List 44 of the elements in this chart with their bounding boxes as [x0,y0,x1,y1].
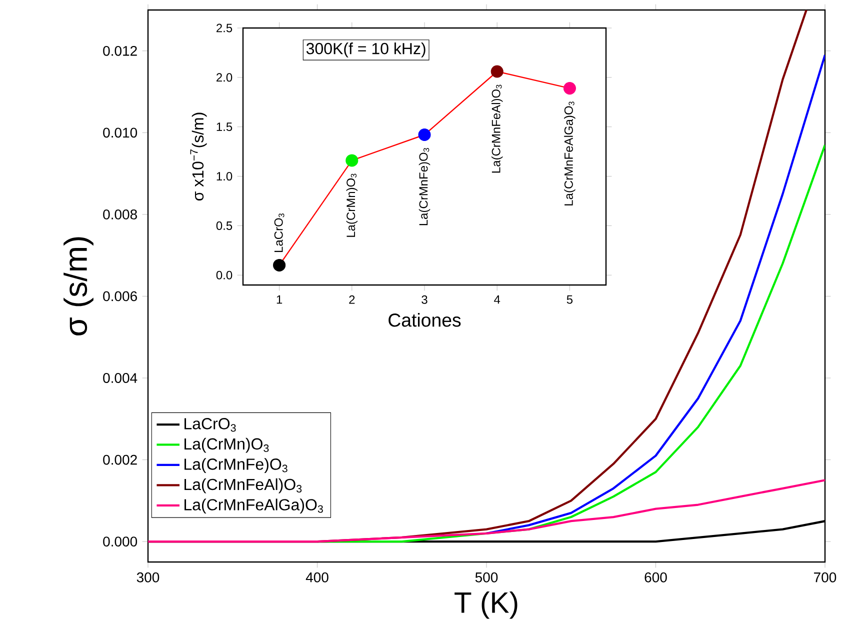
y-tick-label: 0.008 [103,209,137,220]
y-tick-label: 0.006 [103,291,137,302]
x-tick-label: 400 [306,572,328,582]
y-tick-label: 0.0 [216,270,232,280]
annotation: La(CrMnFeAlGa)O$_{3}$ [564,102,576,206]
line-series [485,54,825,534]
legend-label: La(CrMnFe)O$_{3}$ [184,458,288,474]
point [346,154,358,167]
annotation: La(CrMnFe)O$_{3}$ [418,148,430,226]
point [490,65,504,78]
x-tick-label: 1 [276,295,282,304]
x-tick-label: 700 [814,572,836,582]
x-axis-title: Cationes [388,313,461,327]
y-tick-label: 0.010 [103,128,138,138]
legend-label: La(CrMnFeAlGa)O$_{3}$ [184,498,323,514]
y-tick-label: 2.5 [216,24,232,32]
annotation: La(CrMnFeAl)O$_{3}$ [492,84,503,173]
y-tick-label: 2.0 [216,73,232,82]
x-tick-label: 3 [422,295,428,304]
legend-label: La(CrMnFeAl)O$_{3}$ [184,478,302,494]
y-tick-label: 0.000 [103,536,138,547]
x-tick-label: 4 [494,295,500,304]
x-tick-label: 5 [566,295,573,304]
x-tick-label: 600 [644,572,667,582]
annotation: LaCrO$_{3}$ [274,214,284,252]
point [418,128,431,142]
point [273,258,286,272]
x-axis-title: T (K) [454,591,518,619]
x-tick-label: 500 [475,572,498,582]
y-tick-label: 1.5 [216,122,232,132]
x-tick-label: 2 [349,295,355,304]
x-tick-label: 300 [136,572,160,582]
point [563,82,576,95]
y-tick-label: 0.5 [216,221,232,230]
y-tick-label: 0.012 [103,46,137,56]
y-axis-title: σ (s/m) [64,237,94,336]
y-axis-title: σ x10$^{−7}$(s/m) [190,112,207,201]
legend-label: La(CrMn)O$_{3}$ [184,438,269,453]
y-tick-label: 0.004 [103,373,138,383]
y-tick-label: 0.002 [103,454,137,465]
y-tick-label: 1.0 [216,172,232,181]
legend-label: LaCrO$_{3}$ [184,418,236,432]
annotation: 300K(f = 10 kHz) [306,42,426,58]
annotation: La(CrMn)O$_{3}$ [346,174,358,237]
